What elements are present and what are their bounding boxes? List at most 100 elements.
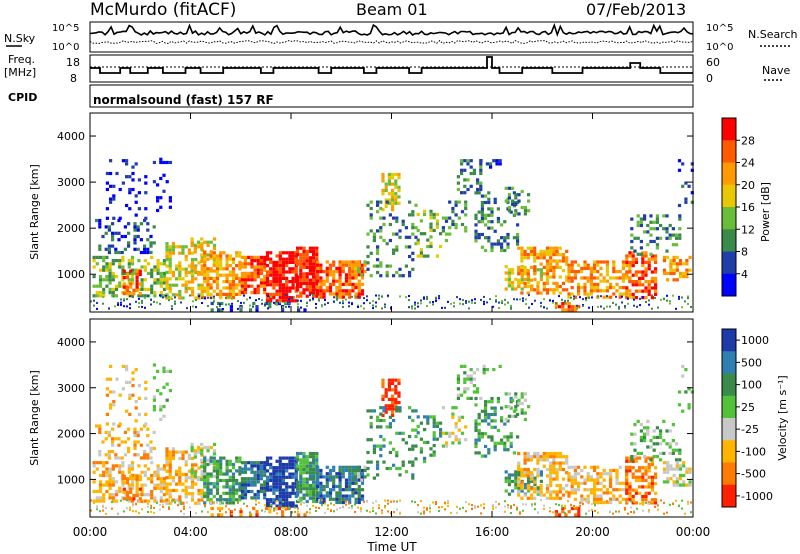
heatmap-cell: [363, 263, 367, 267]
heatmap-cell: [123, 430, 127, 434]
heatmap-cell: [348, 276, 352, 280]
heatmap-cell: [162, 160, 166, 165]
heatmap-cell: [466, 178, 470, 182]
heatmap-cell: [641, 478, 645, 483]
heatmap-cell: [165, 245, 169, 249]
heatmap-cell: [652, 442, 656, 446]
heatmap-cell: [243, 255, 248, 259]
heatmap-cell: [606, 500, 608, 503]
heatmap-cell: [275, 270, 279, 274]
heatmap-cell: [140, 265, 144, 269]
heatmap-cell: [180, 500, 182, 503]
heatmap-cell: [507, 473, 511, 477]
heatmap-cell: [98, 291, 103, 295]
heatmap-cell: [599, 279, 603, 283]
heatmap-cell: [561, 256, 566, 260]
heatmap-cell: [401, 219, 405, 223]
heatmap-cell: [243, 467, 248, 471]
heatmap-cell: [487, 400, 491, 404]
heatmap-cell: [281, 462, 286, 467]
heatmap-cell: [688, 268, 692, 272]
heatmap-cell: [659, 223, 663, 228]
heatmap-cell: [297, 499, 299, 502]
heatmap-cell: [184, 254, 188, 258]
heatmap-cell: [238, 485, 242, 489]
heatmap-cell: [647, 267, 651, 271]
heatmap-cell: [183, 512, 185, 515]
heatmap-cell: [206, 276, 210, 280]
heatmap-cell: [379, 425, 383, 429]
heatmap-cell: [580, 286, 584, 290]
heatmap-cell: [492, 159, 496, 163]
heatmap-cell: [203, 501, 207, 505]
heatmap-cell: [520, 392, 524, 396]
heatmap-cell: [348, 472, 352, 476]
heatmap-cell: [279, 301, 281, 304]
heatmap-cell: [291, 280, 295, 284]
heatmap-cell: [256, 268, 260, 272]
heatmap-cell: [469, 380, 473, 384]
heatmap-cell: [143, 294, 147, 298]
heatmap-cell: [285, 270, 289, 274]
heatmap-cell: [319, 475, 323, 479]
heatmap-cell: [388, 466, 392, 471]
heatmap-cell: [387, 510, 389, 513]
heatmap-cell: [278, 485, 282, 489]
heatmap-cell: [605, 289, 609, 293]
heatmap-cell: [516, 412, 520, 417]
heatmap-cell: [302, 487, 306, 491]
heatmap-cell: [204, 505, 206, 508]
heatmap-cell: [671, 451, 675, 455]
heatmap-cell: [156, 389, 160, 393]
heatmap-cell: [336, 297, 338, 300]
heatmap-cell: [109, 377, 113, 381]
heatmap-cell: [423, 428, 427, 432]
heatmap-cell: [129, 487, 133, 491]
heatmap-cell: [644, 260, 648, 264]
x-tick-label: 04:00: [173, 525, 208, 539]
heatmap-cell: [642, 503, 644, 506]
heatmap-cell: [111, 480, 115, 484]
heatmap-cell: [231, 494, 236, 499]
heatmap-cell: [644, 289, 648, 293]
heatmap-cell: [281, 498, 286, 502]
heatmap-cell: [529, 474, 534, 478]
heatmap-cell: [299, 278, 303, 282]
heatmap-cell: [243, 480, 248, 484]
heatmap-cell: [384, 394, 388, 398]
heatmap-cell: [631, 257, 635, 261]
heatmap-cell: [609, 305, 611, 308]
heatmap-cell: [468, 307, 470, 310]
heatmap-cell: [302, 265, 306, 269]
heatmap-cell: [659, 451, 663, 455]
heatmap-cell: [394, 388, 398, 392]
heatmap-cell: [463, 159, 467, 163]
heatmap-cell: [466, 187, 470, 192]
heatmap-cell: [641, 254, 645, 258]
heatmap-cell: [526, 253, 530, 257]
x-tick-label: 00:00: [676, 525, 711, 539]
heatmap-cell: [178, 290, 182, 294]
heatmap-cell: [612, 488, 616, 492]
heatmap-cell: [312, 278, 316, 282]
heatmap-cell: [316, 279, 320, 283]
heatmap-cell: [133, 446, 137, 450]
heatmap-cell: [203, 264, 207, 268]
heatmap-cell: [341, 270, 345, 274]
heatmap-cell: [468, 503, 470, 506]
heatmap-cell: [125, 175, 129, 179]
heatmap-cell: [159, 196, 163, 200]
heatmap-cell: [228, 491, 232, 495]
heatmap-cell: [665, 249, 669, 253]
heatmap-cell: [187, 476, 191, 480]
heatmap-cell: [162, 467, 167, 471]
heatmap-cell: [399, 295, 401, 298]
heatmap-cell: [366, 460, 370, 464]
heatmap-cell: [312, 487, 316, 491]
heatmap-cell: [215, 283, 220, 287]
heatmap-cell: [272, 292, 276, 296]
heatmap-cell: [555, 512, 557, 515]
heatmap-cell: [591, 296, 593, 299]
heatmap-cell: [628, 289, 632, 293]
